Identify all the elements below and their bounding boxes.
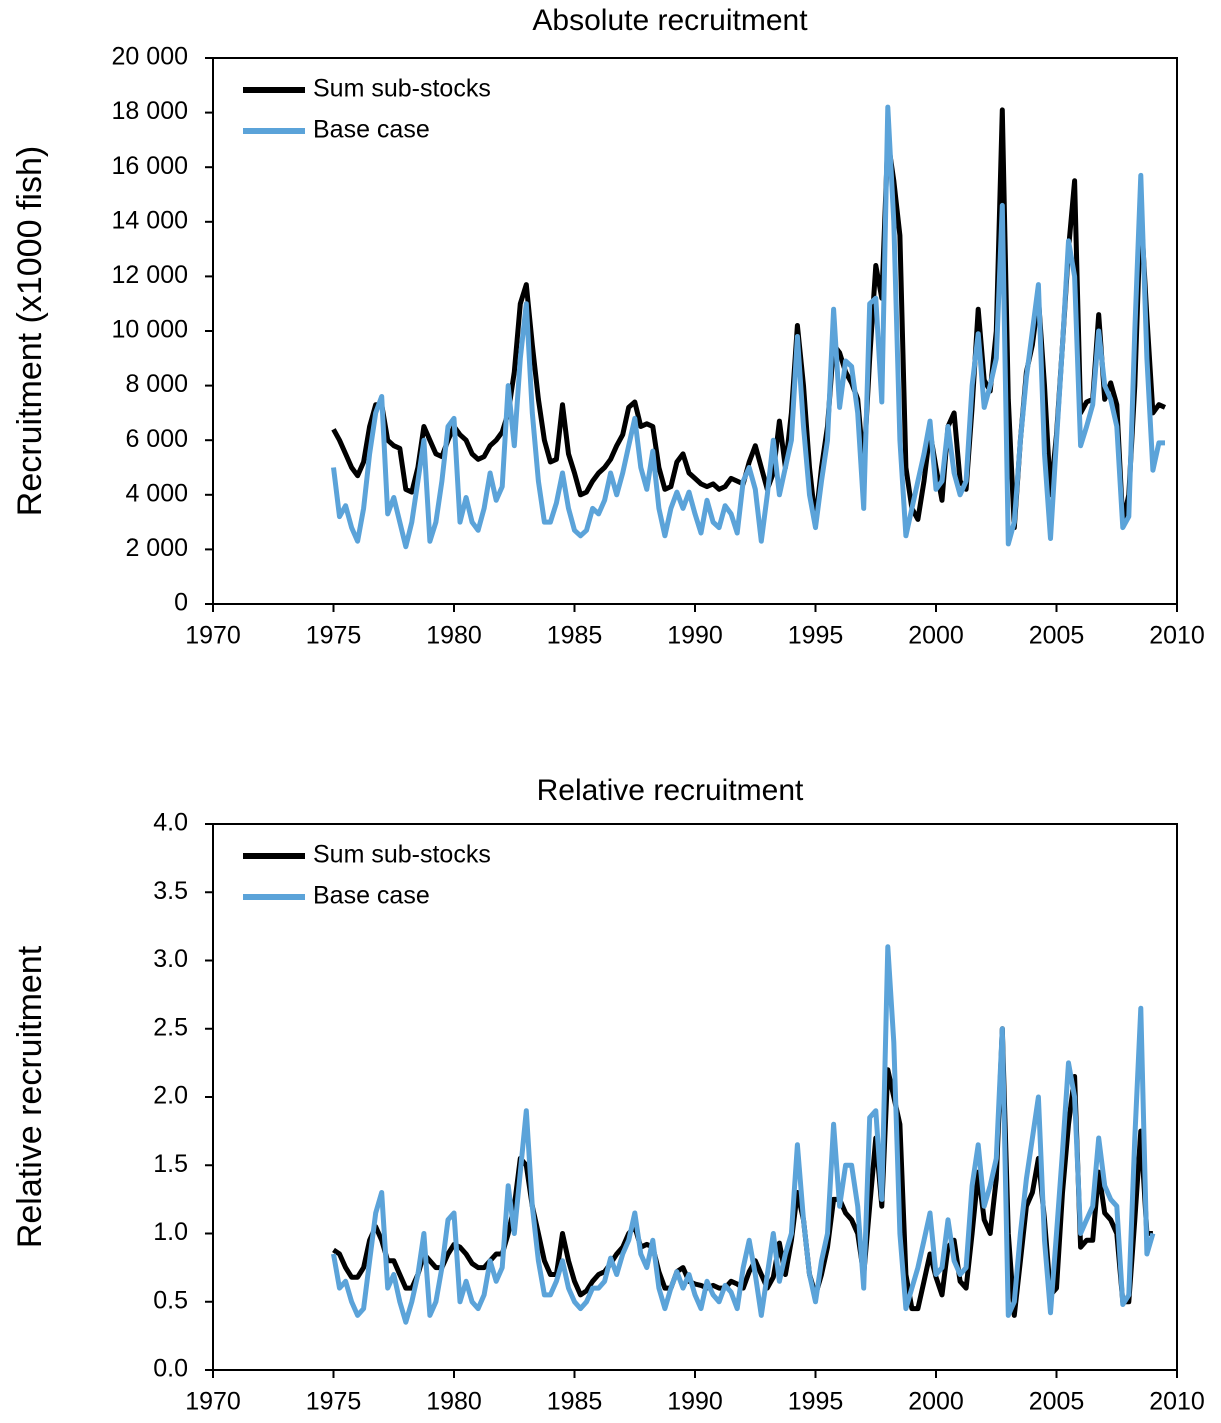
x-tick-label: 1980 bbox=[426, 1388, 482, 1416]
y-tick-label: 14 000 bbox=[112, 206, 188, 234]
x-tick-label: 2005 bbox=[1029, 622, 1085, 650]
y-tick-label: 1.5 bbox=[153, 1150, 188, 1178]
legend-label: Base case bbox=[313, 882, 430, 910]
x-tick-label: 2000 bbox=[908, 622, 964, 650]
y-tick-label: 18 000 bbox=[112, 97, 188, 125]
y-tick-label: 2.0 bbox=[153, 1082, 188, 1110]
y-tick-label: 8 000 bbox=[125, 370, 188, 398]
x-tick-label: 2005 bbox=[1029, 1388, 1085, 1416]
legend-label: Sum sub-stocks bbox=[313, 841, 491, 869]
y-tick-label: 4 000 bbox=[125, 479, 188, 507]
chart-title: Absolute recruitment bbox=[532, 4, 808, 37]
x-tick-label: 1985 bbox=[547, 1388, 603, 1416]
x-tick-label: 1970 bbox=[185, 622, 241, 650]
x-tick-label: 1990 bbox=[667, 1388, 723, 1416]
x-tick-label: 2010 bbox=[1149, 622, 1205, 650]
y-tick-label: 20 000 bbox=[112, 43, 188, 71]
x-tick-label: 1975 bbox=[306, 1388, 362, 1416]
y-axis-label: Recruitment (x1000 fish) bbox=[11, 146, 49, 516]
legend-label: Base case bbox=[313, 116, 430, 144]
series-line bbox=[331, 104, 1165, 550]
y-tick-label: 3.5 bbox=[153, 877, 188, 905]
y-axis-label: Relative recruitment bbox=[11, 945, 49, 1248]
y-tick-label: 0.0 bbox=[153, 1355, 188, 1383]
y-tick-label: 2.5 bbox=[153, 1013, 188, 1041]
y-tick-label: 2 000 bbox=[125, 534, 188, 562]
x-tick-label: 1995 bbox=[788, 1388, 844, 1416]
x-tick-label: 2000 bbox=[908, 1388, 964, 1416]
series-line bbox=[331, 944, 1156, 1325]
y-tick-label: 16 000 bbox=[112, 152, 188, 180]
legend-label: Sum sub-stocks bbox=[313, 75, 491, 103]
x-tick-label: 1990 bbox=[667, 622, 723, 650]
y-tick-label: 6 000 bbox=[125, 425, 188, 453]
chart-title: Relative recruitment bbox=[537, 774, 804, 807]
y-tick-label: 1.0 bbox=[153, 1218, 188, 1246]
y-tick-label: 0 bbox=[174, 589, 188, 617]
x-tick-label: 1970 bbox=[185, 1388, 241, 1416]
y-tick-label: 3.0 bbox=[153, 945, 188, 973]
x-tick-label: 1975 bbox=[306, 622, 362, 650]
x-tick-label: 1980 bbox=[426, 622, 482, 650]
y-tick-label: 10 000 bbox=[112, 316, 188, 344]
x-tick-label: 1985 bbox=[547, 622, 603, 650]
x-tick-label: 2010 bbox=[1149, 1388, 1205, 1416]
y-tick-label: 12 000 bbox=[112, 261, 188, 289]
y-tick-label: 4.0 bbox=[153, 809, 188, 837]
x-tick-label: 1995 bbox=[788, 622, 844, 650]
y-tick-label: 0.5 bbox=[153, 1286, 188, 1314]
